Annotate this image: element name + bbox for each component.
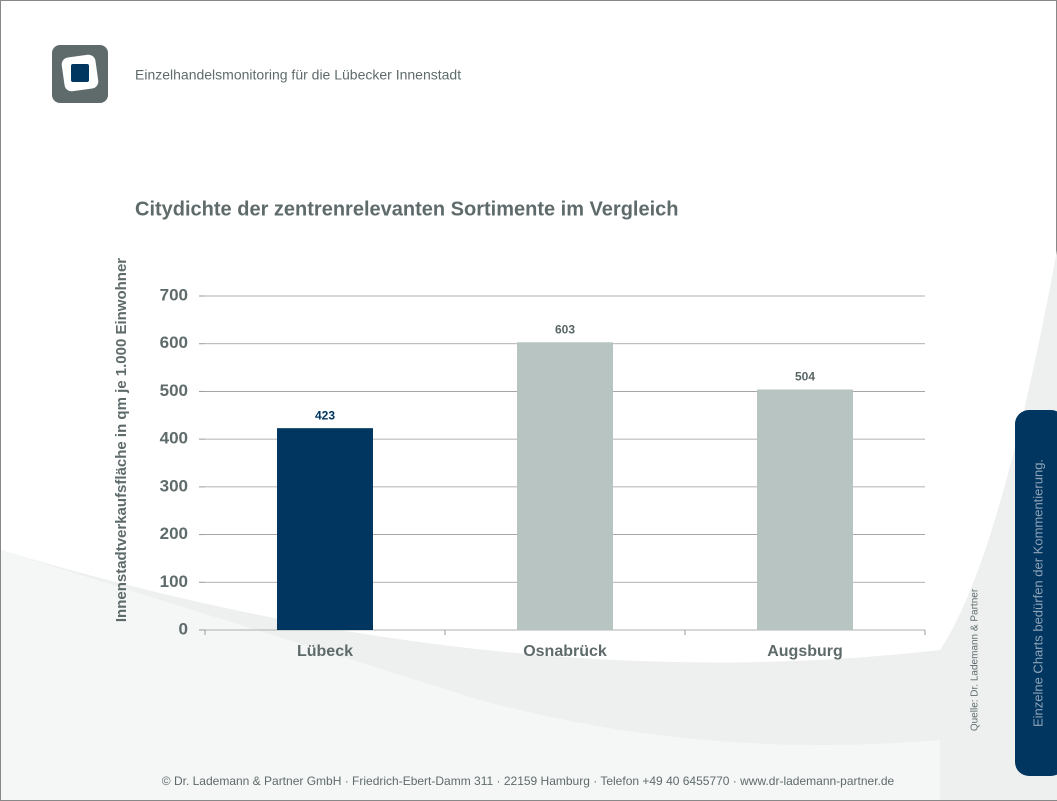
header-title: Einzelhandelsmonitoring für die Lübecker… [135,67,461,83]
x-tick-label: Lübeck [297,643,353,660]
bar [277,428,373,630]
side-tab [1015,410,1057,776]
bar [757,389,853,630]
y-tick-label: 0 [179,619,188,638]
y-tick-label: 400 [160,429,188,448]
background-shape [1,550,940,800]
y-tick-label: 300 [160,476,188,495]
y-tick-label: 500 [160,381,188,400]
chart-title: Citydichte der zentrenrelevanten Sortime… [135,198,679,220]
side-note: Einzelne Charts bedürfen der Kommentieru… [1030,459,1045,727]
bar [517,342,613,630]
logo [52,45,108,103]
data-label: 423 [315,408,335,422]
data-label: 504 [795,370,815,384]
footer: © Dr. Lademann & Partner GmbH · Friedric… [162,774,895,788]
data-label: 603 [555,322,575,336]
y-tick-label: 200 [160,524,188,543]
source: Quelle: Dr. Lademann & Partner [970,588,981,731]
x-tick-label: Augsburg [767,643,843,660]
y-axis-label: Innenstadtverkaufsfläche in qm je 1.000 … [113,258,130,622]
y-tick-label: 100 [160,572,188,591]
x-tick-label: Osnabrück [523,643,607,660]
y-tick-label: 700 [160,285,188,304]
y-tick-label: 600 [160,333,188,352]
